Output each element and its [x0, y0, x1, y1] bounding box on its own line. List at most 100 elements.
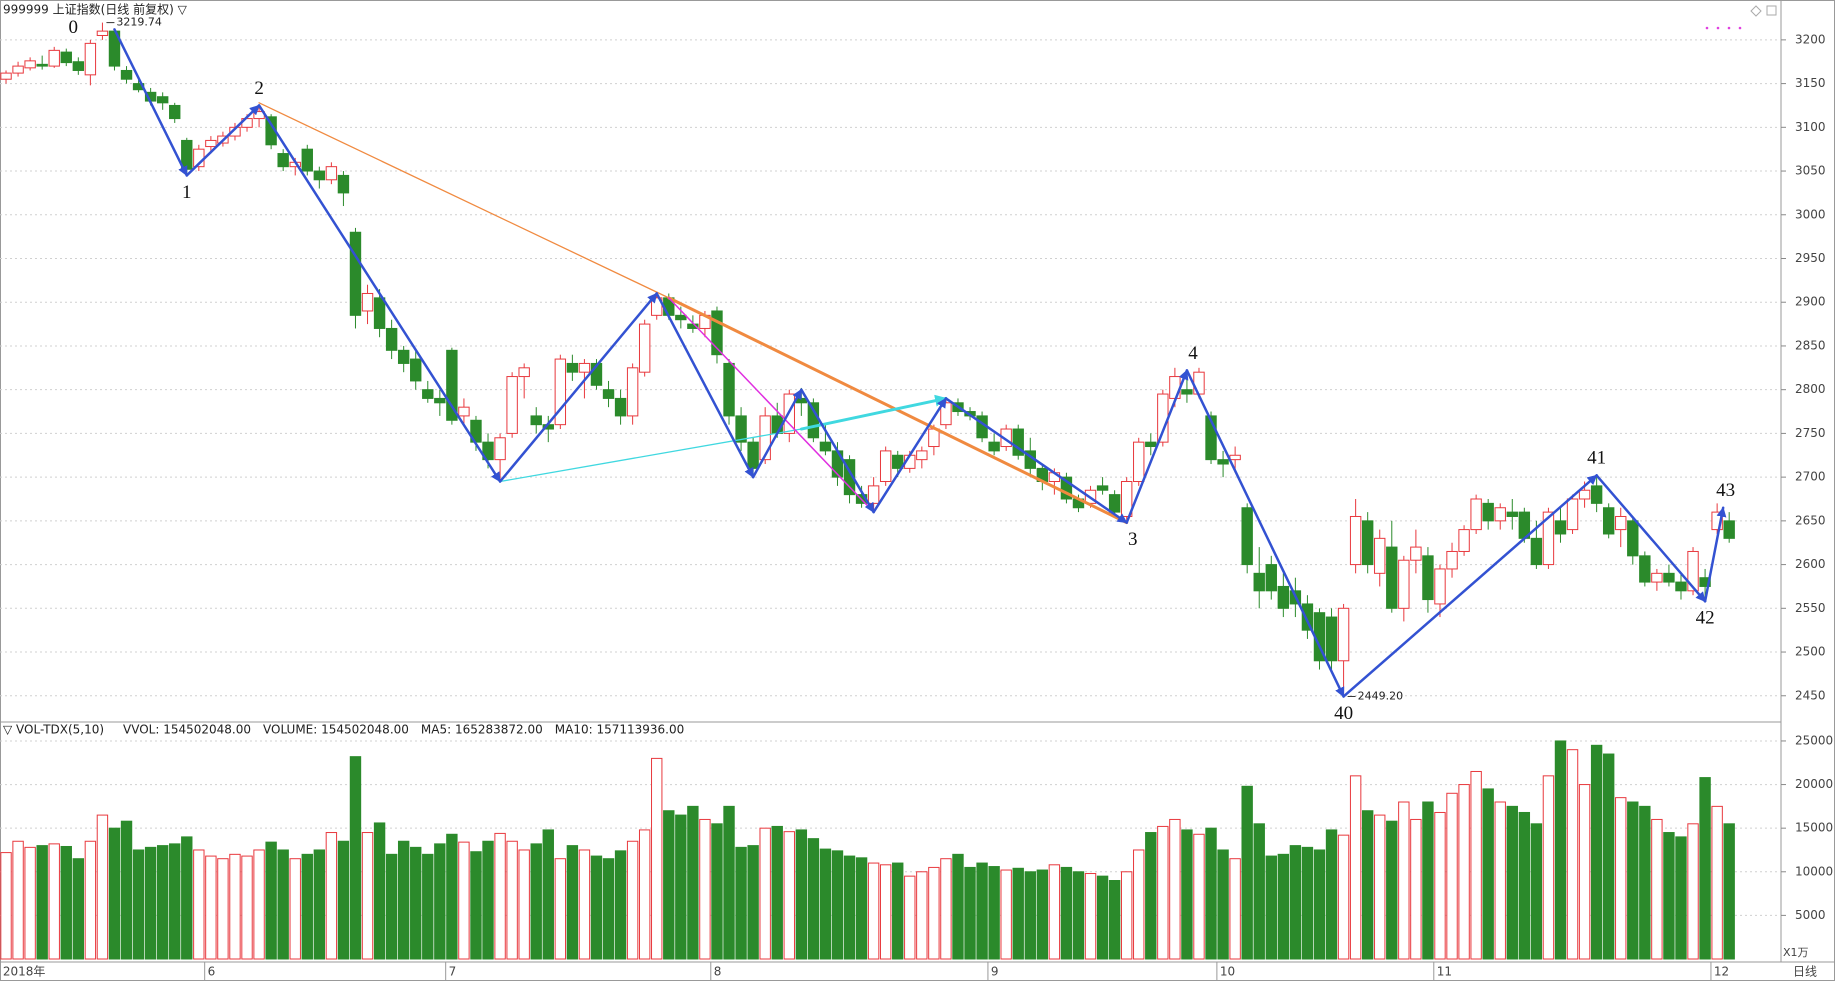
volume-bar: [699, 818, 711, 960]
volume-bar: [1374, 814, 1386, 960]
candle-body: [0, 72, 12, 80]
candle-body: [1169, 376, 1181, 399]
candle-body: [373, 297, 386, 329]
volume-bar: [795, 829, 808, 960]
candle-body: [1663, 572, 1675, 583]
volume-bar: [1711, 805, 1723, 960]
candle-body: [1530, 537, 1543, 566]
wave-label: 0: [68, 17, 78, 38]
x-tick-label: 9: [991, 965, 999, 979]
candle-body: [1398, 559, 1410, 609]
volume-bar: [169, 843, 181, 960]
volume-bar: [422, 853, 434, 960]
candle-body: [1145, 441, 1157, 448]
candle-body: [446, 349, 458, 421]
trend-line: [668, 297, 875, 513]
volume-bar: [1253, 823, 1265, 960]
candle-body: [1651, 572, 1663, 583]
candle-body: [675, 314, 687, 321]
candle-body: [747, 441, 759, 469]
volume-bar: [217, 858, 229, 960]
trend-line: [258, 102, 670, 299]
candle-body: [422, 389, 434, 399]
candle-body: [1337, 607, 1350, 662]
volume-bar: [964, 866, 976, 960]
candle-body: [313, 170, 326, 181]
y-tick-label: 3050: [1795, 164, 1826, 178]
candle-body: [1627, 520, 1639, 557]
volume-bar: [1627, 801, 1639, 960]
x-tick-label: 8: [714, 965, 722, 979]
candle-body: [301, 148, 313, 172]
candle-body: [867, 485, 880, 504]
volume-bar: [1084, 873, 1097, 960]
volume-bar: [1193, 833, 1205, 960]
volume-bar: [530, 843, 542, 960]
candle-body: [795, 397, 808, 404]
volume-bar: [60, 845, 72, 960]
y-tick-label: 2750: [1795, 426, 1826, 440]
candle-body: [181, 139, 193, 170]
wave-label: 2: [254, 78, 264, 99]
window-icons[interactable]: [1750, 5, 1777, 17]
volume-bar: [132, 849, 145, 960]
volume-bar: [1217, 849, 1229, 960]
candle-body: [337, 174, 350, 194]
volume-bar: [241, 855, 253, 960]
candle-body: [916, 450, 928, 461]
volume-bar: [265, 841, 277, 960]
candle-body: [1108, 494, 1121, 513]
volume-bar: [1506, 805, 1518, 960]
candle-body: [1374, 537, 1386, 574]
candle-body: [12, 65, 24, 74]
period-label: 日线: [1793, 965, 1817, 979]
y-tick-label: 3100: [1795, 120, 1826, 134]
volume-bar: [1024, 871, 1036, 960]
volume-bar: [566, 845, 579, 960]
candle-body: [1675, 581, 1687, 592]
volume-bar: [892, 862, 904, 960]
volume-bar: [458, 841, 470, 960]
candle-body: [1361, 520, 1374, 566]
candle-body: [169, 104, 181, 120]
volume-bar: [1446, 792, 1458, 960]
candle-body: [843, 459, 856, 496]
icon-diamond[interactable]: [1750, 5, 1762, 17]
marker-dots: [1705, 26, 1742, 30]
wave-label: 1: [182, 182, 192, 203]
volume-bar: [1542, 775, 1555, 960]
volume-bar: [349, 756, 362, 960]
candle-body: [723, 362, 735, 417]
dot: [1727, 26, 1731, 30]
volume-bar: [193, 849, 205, 960]
candle-body: [626, 367, 639, 417]
trend-line: [499, 428, 802, 483]
candle-body: [434, 397, 446, 404]
candle-body: [1458, 529, 1470, 552]
wave-label: 41: [1587, 448, 1606, 469]
volume-bar: [1349, 775, 1362, 960]
candle-body: [1349, 515, 1362, 566]
candle-body: [988, 441, 1000, 452]
trend-line: [1125, 369, 1189, 524]
volume-bar: [1313, 849, 1326, 960]
volume-bar: [626, 840, 639, 960]
candle-body: [205, 139, 217, 148]
dot: [1738, 26, 1742, 30]
volume-bar: [108, 827, 121, 960]
candle-body: [638, 323, 651, 373]
candle-body: [554, 358, 567, 426]
volume-bar: [735, 846, 747, 960]
volume-bar: [988, 866, 1000, 960]
volume-bar: [1615, 797, 1627, 960]
volume-bar: [602, 858, 615, 960]
volume-bar: [1145, 832, 1157, 960]
candle-body: [1470, 498, 1482, 531]
volume-bar: [855, 857, 868, 960]
volume-bar: [1241, 785, 1253, 960]
trend-line: [799, 394, 948, 431]
unit-label: X1万: [1783, 946, 1809, 959]
candle-body: [48, 49, 60, 67]
icon-window[interactable]: [1766, 5, 1777, 16]
candle-body: [1217, 459, 1229, 465]
